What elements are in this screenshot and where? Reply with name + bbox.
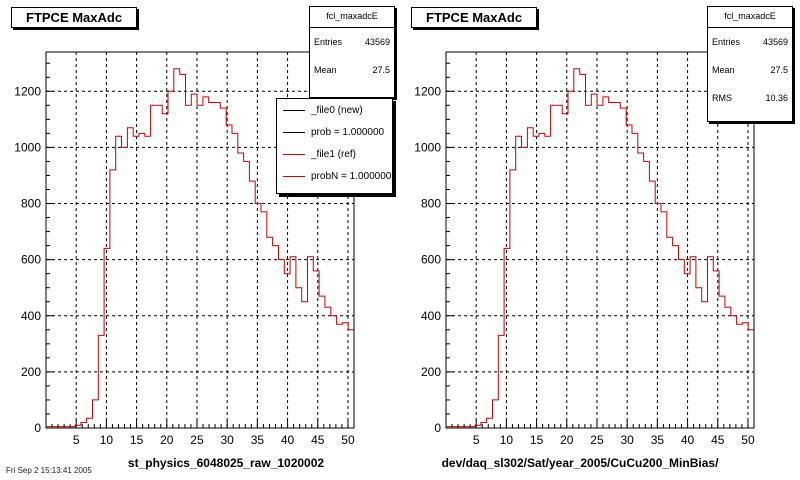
panel1-y-tick-label: 200 <box>21 365 41 379</box>
panel1-x-axis-title: st_physics_6048025_raw_1020002 <box>127 456 325 470</box>
panel1-x-tick-label: 35 <box>251 433 265 447</box>
panel2-stats-name: fcl_maxadcE <box>708 7 792 28</box>
legend-line-new <box>283 109 305 111</box>
panel2-x-tick-label: 35 <box>651 433 665 447</box>
panel2-x-tick-label: 25 <box>590 433 604 447</box>
panel1-stats-entries-label: Entries <box>314 37 343 47</box>
panel2-x-tick-label: 10 <box>500 433 514 447</box>
panel2-y-tick-label: 600 <box>421 253 441 267</box>
legend-entry-ref: _file1 (ref) <box>277 143 392 165</box>
panel1-x-tick-label: 20 <box>160 433 174 447</box>
panel1-x-tick-label: 30 <box>220 433 234 447</box>
panel1-x-tick-label: 40 <box>281 433 295 447</box>
panel1-stats-mean-value: 27.5 <box>372 65 390 75</box>
legend-label-probn: probN = 1.000000 <box>311 170 392 182</box>
panel2-stats-mean-value: 27.5 <box>770 65 788 75</box>
panel2-y-tick-label: 1000 <box>414 140 441 154</box>
panel2-stats-box: fcl_maxadcE Entries 43569 Mean 27.5 RMS … <box>707 6 793 122</box>
panel2-x-tick-label: 5 <box>473 433 480 447</box>
panel2-stats-mean-row: Mean 27.5 <box>708 56 792 84</box>
panel2-stats-rms-row: RMS 10.36 <box>708 84 792 112</box>
panel2-x-tick-label: 45 <box>711 433 725 447</box>
panel1-legend: _file0 (new) prob = 1.000000 _file1 (ref… <box>276 98 393 194</box>
legend-label-new: _file0 (new) <box>311 104 363 116</box>
panel2-x-tick-label: 15 <box>530 433 544 447</box>
legend-label-prob: prob = 1.000000 <box>311 126 385 138</box>
panel2-title-text: FTPCE MaxAdc <box>426 10 523 25</box>
panel2-stats-mean-label: Mean <box>712 65 735 75</box>
panel1-y-tick-label: 800 <box>21 197 41 211</box>
panel1-y-tick-label: 1200 <box>14 84 41 98</box>
panel2-y-tick-label: 200 <box>421 365 441 379</box>
footer-timestamp: Fri Sep 2 15:13:41 2005 <box>6 466 92 475</box>
panel2-stats-entries-value: 43569 <box>762 37 788 47</box>
panel1-stats-mean-label: Mean <box>314 65 337 75</box>
panel2-y-tick-label: 0 <box>434 421 441 435</box>
panel2-title: FTPCE MaxAdc <box>411 7 538 28</box>
panel1-y-tick-label: 400 <box>21 309 41 323</box>
legend-entry-probn: probN = 1.000000 <box>277 165 392 187</box>
panel2-x-axis-title: dev/daq_sl302/Sat/year_2005/CuCu200_MinB… <box>441 456 719 470</box>
panel1-stats-entries-value: 43569 <box>364 37 390 47</box>
legend-line-ref <box>283 153 305 155</box>
panel1-y-tick-label: 0 <box>34 421 41 435</box>
panel1-x-tick-label: 50 <box>341 433 355 447</box>
panel1-y-tick-label: 600 <box>21 253 41 267</box>
panel2-y-tick-label: 1200 <box>414 84 441 98</box>
panel2-x-tick-label: 20 <box>560 433 574 447</box>
panel1-title: FTPCE MaxAdc <box>11 7 138 28</box>
legend-line-probn <box>283 175 305 177</box>
panel1-x-tick-label: 5 <box>73 433 80 447</box>
panel1-x-tick-label: 25 <box>190 433 204 447</box>
panel1-stats-mean-row: Mean 27.5 <box>310 56 394 84</box>
panel1-y-tick-label: 1000 <box>14 140 41 154</box>
panel2-stats-entries-row: Entries 43569 <box>708 28 792 56</box>
legend-label-ref: _file1 (ref) <box>311 148 357 160</box>
panel2-x-tick-label: 30 <box>620 433 634 447</box>
panel2-stats-entries-label: Entries <box>712 37 741 47</box>
panel2-y-tick-label: 400 <box>421 309 441 323</box>
panel2-stats-rms-value: 10.36 <box>765 93 788 103</box>
panel2-histogram-series <box>446 68 754 428</box>
panel1-stats-entries-row: Entries 43569 <box>310 28 394 56</box>
panel1-histogram-series <box>46 68 354 428</box>
panel2-y-tick-label: 800 <box>421 197 441 211</box>
panel1-x-tick-label: 45 <box>311 433 325 447</box>
panel2-x-tick-label: 50 <box>741 433 755 447</box>
panel1-stats-box: fcl_maxadcE Entries 43569 Mean 27.5 <box>309 6 395 98</box>
panel1-title-text: FTPCE MaxAdc <box>26 10 123 25</box>
panel2-plot-frame <box>445 51 755 429</box>
legend-entry-new: _file0 (new) <box>277 99 392 121</box>
panel1-stats-name: fcl_maxadcE <box>310 7 394 28</box>
panel1-x-tick-label: 10 <box>100 433 114 447</box>
legend-line-prob <box>283 131 305 133</box>
panel2-stats-rms-label: RMS <box>712 93 732 103</box>
panel2-x-tick-label: 40 <box>681 433 695 447</box>
panel1-x-tick-label: 15 <box>130 433 144 447</box>
legend-entry-prob: prob = 1.000000 <box>277 121 392 143</box>
